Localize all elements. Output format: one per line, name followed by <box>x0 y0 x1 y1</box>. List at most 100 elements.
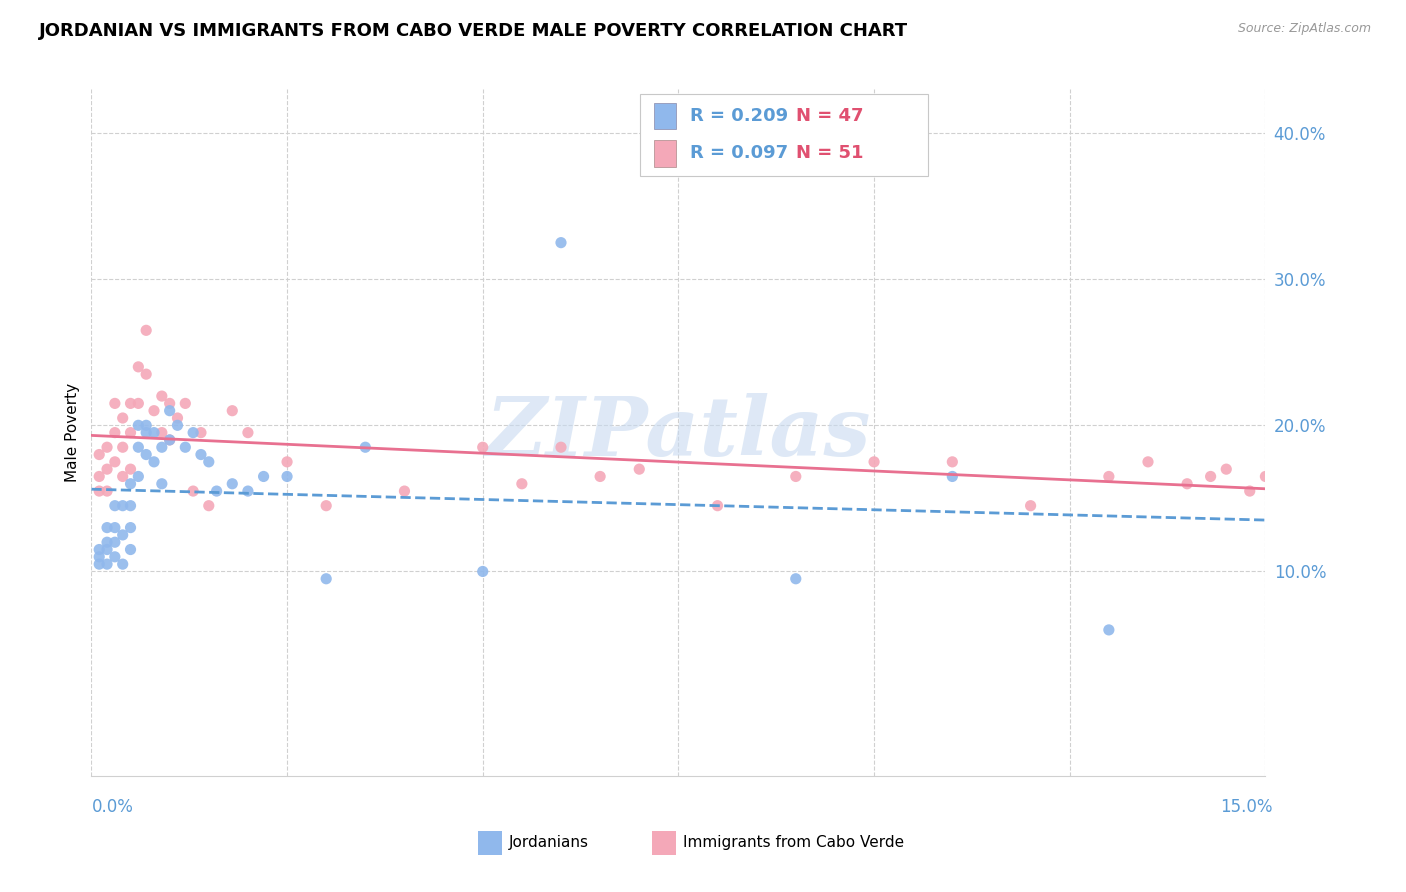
Point <box>135 323 157 337</box>
Point <box>96 535 118 549</box>
Text: N = 51: N = 51 <box>796 145 863 162</box>
Point <box>104 499 127 513</box>
Point <box>276 455 298 469</box>
Point <box>111 528 134 542</box>
Point <box>127 469 149 483</box>
Point <box>159 433 181 447</box>
Point <box>143 455 166 469</box>
Point <box>706 499 728 513</box>
Point <box>150 440 173 454</box>
Point <box>550 235 572 250</box>
Point <box>89 469 111 483</box>
Point <box>111 411 134 425</box>
Point <box>135 425 157 440</box>
Point <box>190 448 212 462</box>
Text: Source: ZipAtlas.com: Source: ZipAtlas.com <box>1237 22 1371 36</box>
Point <box>96 520 118 534</box>
Point <box>96 542 118 557</box>
Point <box>785 572 807 586</box>
Point <box>104 455 127 469</box>
Text: Jordanians: Jordanians <box>509 836 589 850</box>
Point <box>104 396 127 410</box>
Point <box>111 557 134 571</box>
Point <box>221 403 243 417</box>
Point <box>96 557 118 571</box>
Point <box>1254 469 1277 483</box>
Point <box>941 469 963 483</box>
Point <box>120 520 142 534</box>
Y-axis label: Male Poverty: Male Poverty <box>65 383 80 483</box>
Point <box>127 418 149 433</box>
Point <box>181 425 204 440</box>
Point <box>354 440 377 454</box>
Point <box>941 455 963 469</box>
Point <box>166 418 188 433</box>
Text: Immigrants from Cabo Verde: Immigrants from Cabo Verde <box>683 836 904 850</box>
Text: 15.0%: 15.0% <box>1220 797 1272 815</box>
Point <box>159 433 181 447</box>
Point <box>1136 455 1159 469</box>
Point <box>236 484 259 499</box>
Point <box>197 455 219 469</box>
Point <box>236 425 259 440</box>
Point <box>190 425 212 440</box>
Point <box>252 469 274 483</box>
Point <box>120 542 142 557</box>
Point <box>785 469 807 483</box>
Point <box>111 499 134 513</box>
Point <box>127 359 149 374</box>
Point <box>135 367 157 381</box>
Point <box>104 425 127 440</box>
Point <box>143 403 166 417</box>
Point <box>181 484 204 499</box>
Point <box>96 484 118 499</box>
Point <box>89 557 111 571</box>
Point <box>315 499 337 513</box>
Point <box>315 572 337 586</box>
Point <box>96 462 118 476</box>
Point <box>174 440 197 454</box>
Text: R = 0.097: R = 0.097 <box>690 145 789 162</box>
Point <box>1175 476 1198 491</box>
Point <box>89 542 111 557</box>
Point <box>510 476 533 491</box>
Point <box>111 440 134 454</box>
Point <box>135 418 157 433</box>
Point <box>120 499 142 513</box>
Point <box>159 396 181 410</box>
Point <box>127 440 149 454</box>
Point <box>120 396 142 410</box>
Point <box>150 476 173 491</box>
Point <box>96 440 118 454</box>
Point <box>1215 462 1237 476</box>
Point <box>143 425 166 440</box>
Point <box>1239 484 1261 499</box>
Point <box>1098 469 1121 483</box>
Point <box>150 389 173 403</box>
Point <box>394 484 416 499</box>
Point <box>471 440 494 454</box>
Point <box>127 396 149 410</box>
Point <box>550 440 572 454</box>
Point <box>159 403 181 417</box>
Point <box>471 565 494 579</box>
Point <box>111 469 134 483</box>
Point <box>205 484 228 499</box>
Point <box>104 549 127 564</box>
Point <box>104 520 127 534</box>
Point <box>89 448 111 462</box>
Point <box>120 425 142 440</box>
Point <box>120 476 142 491</box>
Point <box>174 396 197 410</box>
Point <box>150 425 173 440</box>
Point <box>863 455 886 469</box>
Point <box>89 549 111 564</box>
Point <box>221 476 243 491</box>
Text: ZIPatlas: ZIPatlas <box>485 392 872 473</box>
Point <box>197 499 219 513</box>
Point <box>1199 469 1222 483</box>
Text: N = 47: N = 47 <box>796 107 863 125</box>
Point <box>104 535 127 549</box>
Text: 0.0%: 0.0% <box>91 797 134 815</box>
Point <box>1098 623 1121 637</box>
